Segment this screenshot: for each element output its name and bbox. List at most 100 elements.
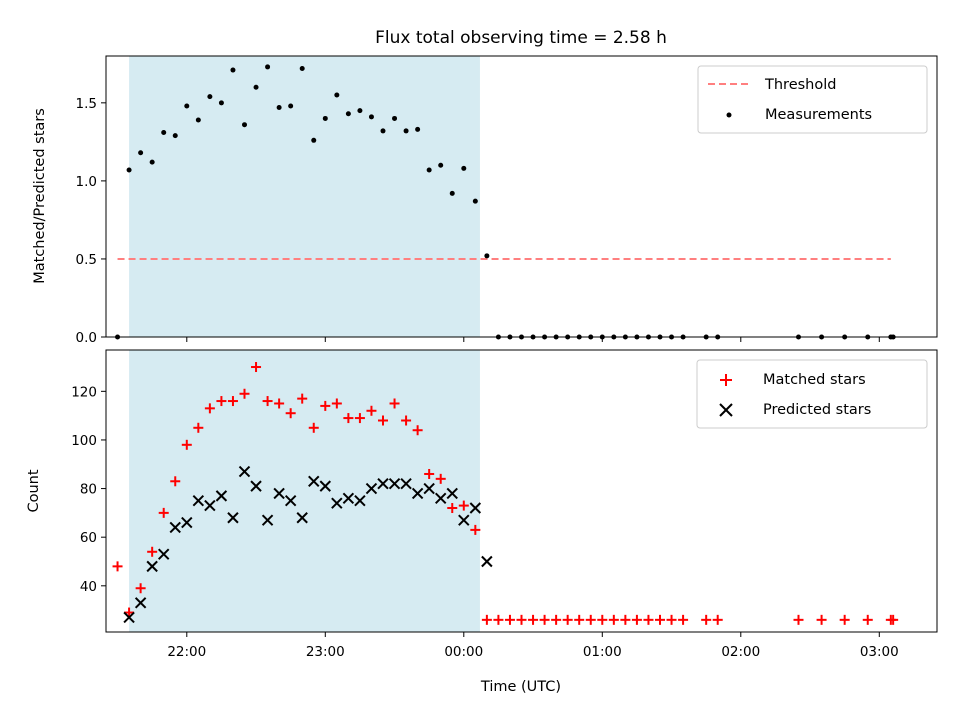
measurement-point xyxy=(438,162,444,168)
matched-star-point xyxy=(528,614,539,625)
measurement-point xyxy=(172,133,178,139)
ratio-y-tick-label: 0.5 xyxy=(76,252,97,268)
predicted-star-point xyxy=(446,487,458,500)
predicted-star-point xyxy=(123,611,135,624)
x-axis-label: Time (UTC) xyxy=(480,679,561,695)
matched-star-point xyxy=(562,614,573,625)
predicted-star-point xyxy=(331,497,343,509)
predicted-star-point xyxy=(319,480,331,492)
measurement-point xyxy=(484,253,490,259)
count-panel: 40 60 80 100 120 22:00 23:00 00:00 01:00 02:00 03… xyxy=(26,349,938,695)
predicted-star-point xyxy=(342,492,355,505)
count-y-tick-label: 100 xyxy=(71,433,97,449)
count-y-tick-label: 80 xyxy=(80,482,97,498)
legend-predicted-swatch xyxy=(719,403,733,417)
matched-star-point xyxy=(643,614,654,625)
count-legend-box xyxy=(696,359,928,429)
measurement-point xyxy=(276,105,282,111)
measurement-point xyxy=(242,122,247,128)
measurement-point xyxy=(149,159,155,165)
predicted-star-point xyxy=(365,482,378,495)
measurement-point xyxy=(345,111,351,117)
measurement-point xyxy=(230,67,236,73)
matched-star-point xyxy=(147,546,158,557)
x-tick-label: 00:00 xyxy=(444,644,483,660)
matched-star-point xyxy=(551,614,562,625)
matched-star-point xyxy=(539,614,550,625)
ratio-y-tick-label: 1.5 xyxy=(76,96,97,112)
count-y-tick-label: 60 xyxy=(80,530,97,546)
matched-star-point xyxy=(135,583,146,594)
matched-star-point xyxy=(839,614,850,625)
matched-star-point xyxy=(458,500,469,511)
matched-star-point xyxy=(251,362,262,373)
measurement-point xyxy=(426,167,432,173)
matched-star-point xyxy=(216,396,227,407)
matched-star-point xyxy=(320,400,331,411)
predicted-star-point xyxy=(250,480,262,492)
measurement-point xyxy=(253,84,259,90)
matched-star-point xyxy=(274,398,285,409)
matched-star-point xyxy=(597,614,608,625)
matched-star-point xyxy=(504,614,515,625)
matched-star-point xyxy=(331,398,342,409)
measurement-point xyxy=(472,198,478,204)
matched-star-point xyxy=(170,476,181,487)
matched-star-point xyxy=(712,614,723,625)
predicted-star-point xyxy=(169,521,181,534)
predicted-star-point xyxy=(481,555,493,568)
ratio-legend: Threshold Measurements xyxy=(697,65,928,134)
matched-star-point xyxy=(435,473,446,484)
ratio-observing-span xyxy=(129,56,480,337)
matched-star-point xyxy=(862,614,873,625)
matched-star-point xyxy=(574,614,585,625)
count-observing-span xyxy=(129,350,480,632)
count-y-tick-label: 40 xyxy=(80,579,97,595)
matched-star-point xyxy=(181,439,192,450)
measurement-point xyxy=(415,126,421,132)
predicted-star-point xyxy=(215,490,228,502)
matched-star-point xyxy=(412,425,423,436)
matched-star-point xyxy=(655,614,665,625)
predicted-star-point xyxy=(458,514,470,526)
predicted-star-point xyxy=(192,495,205,507)
measurement-point xyxy=(311,137,317,143)
count-y-axis-label: Count xyxy=(26,469,42,512)
matched-star-point xyxy=(343,413,354,424)
matched-star-point xyxy=(585,614,596,625)
matched-star-point xyxy=(888,614,899,625)
predicted-star-point xyxy=(354,495,366,507)
measurement-point xyxy=(357,108,363,114)
ratio-panel-frame xyxy=(105,55,938,338)
predicted-star-point xyxy=(296,512,308,524)
x-tick-label: 22:00 xyxy=(167,644,206,660)
legend-measurements-label: Measurements xyxy=(765,107,872,123)
legend-matched-label: Matched stars xyxy=(763,372,866,388)
matched-star-point xyxy=(481,614,492,625)
matched-star-point xyxy=(608,614,619,625)
predicted-star-point xyxy=(423,482,435,495)
ratio-y-tick-label: 0.0 xyxy=(76,330,97,346)
matched-star-point xyxy=(620,614,631,625)
legend-predicted-label: Predicted stars xyxy=(763,402,871,418)
measurement-point xyxy=(392,115,398,121)
matched-star-point xyxy=(227,396,238,407)
x-tick-label: 03:00 xyxy=(860,644,899,660)
matched-star-point xyxy=(447,503,458,514)
matched-star-point xyxy=(124,607,135,618)
legend-threshold-label: Threshold xyxy=(764,77,836,93)
matched-star-point xyxy=(666,614,677,625)
matched-star-point xyxy=(631,614,642,625)
predicted-star-point xyxy=(273,487,285,500)
predicted-star-point xyxy=(158,548,170,560)
predicted-star-point xyxy=(134,597,147,609)
predicted-star-point xyxy=(227,512,239,524)
matched-star-point xyxy=(354,413,365,424)
x-tick-label: 02:00 xyxy=(721,644,760,660)
matched-star-point xyxy=(816,614,827,625)
matched-star-point xyxy=(285,408,296,419)
count-y-tick-label: 120 xyxy=(71,384,97,400)
predicted-star-point xyxy=(411,487,424,500)
predicted-star-point xyxy=(308,475,320,487)
